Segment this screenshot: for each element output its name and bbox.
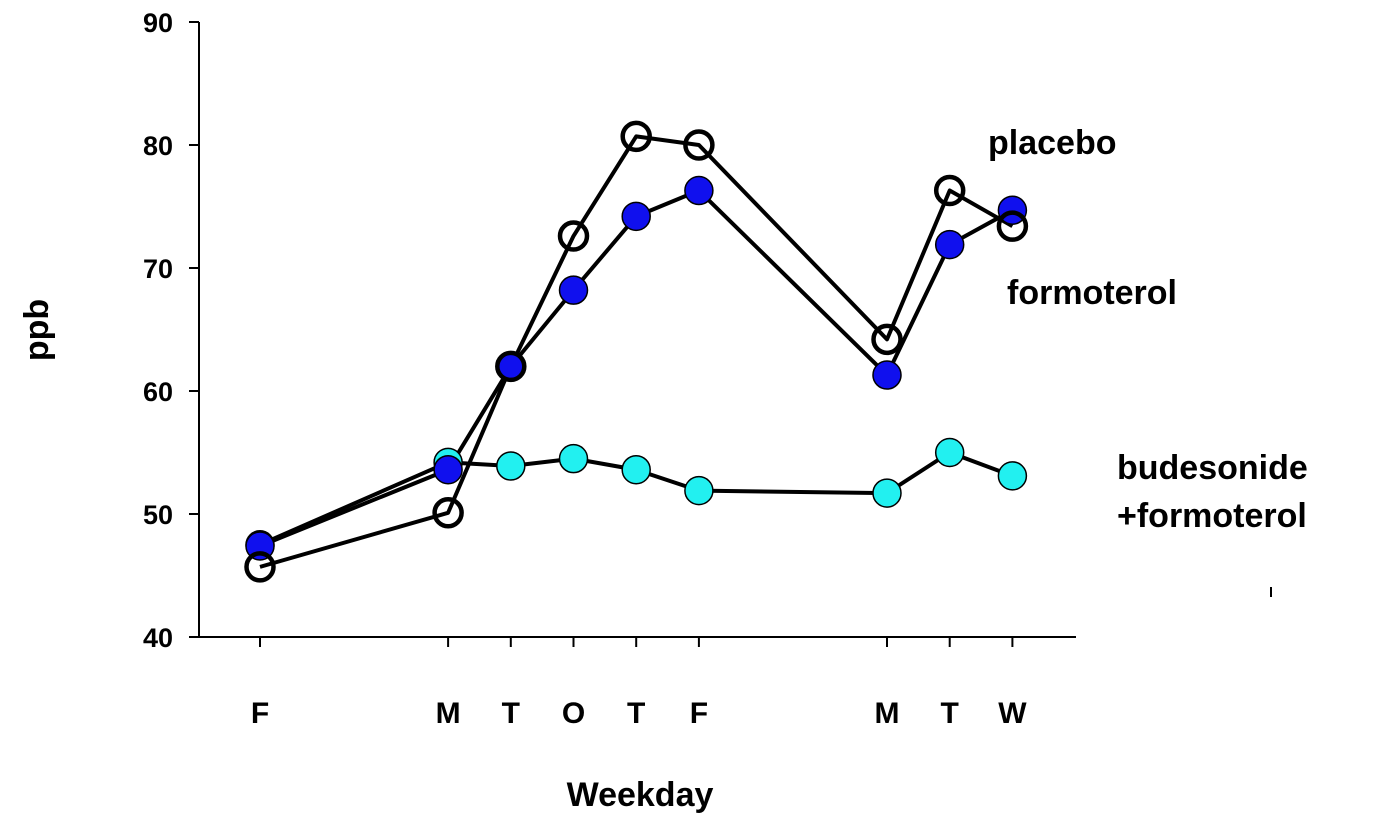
x-axis-title: Weekday	[567, 776, 714, 814]
point-series-2	[997, 461, 1028, 491]
x-tick-label: T	[502, 697, 520, 730]
axes	[198, 22, 1076, 638]
series-lines	[259, 134, 1014, 569]
y-tick-label: 80	[143, 131, 173, 161]
y-tick-label: 50	[143, 500, 173, 530]
y-tick-label: 70	[143, 254, 173, 284]
y-tick-label: 90	[143, 8, 173, 38]
x-tick-label: T	[941, 697, 959, 730]
x-tick-label: F	[251, 697, 269, 730]
series-label-budesonide-formoterol: budesonide +formoterol	[1117, 449, 1317, 535]
point-series-0	[620, 120, 652, 153]
point-series-0	[933, 174, 966, 207]
series-label-placebo: placebo	[988, 124, 1116, 162]
point-series-0	[432, 497, 464, 529]
y-ticks: 40 50 60 70 80 90	[143, 8, 199, 653]
point-series-2	[496, 451, 526, 481]
x-tick-label: M	[436, 697, 461, 730]
y-axis-title: ppb	[18, 299, 56, 361]
point-series-0	[244, 551, 276, 583]
point-series-2	[558, 443, 589, 474]
series-label-line-2: +formoterol	[1117, 497, 1307, 535]
point-series-2	[872, 478, 902, 508]
point-series-0	[996, 210, 1029, 242]
y-tick-label: 60	[143, 377, 173, 407]
point-series-2	[684, 475, 714, 506]
series-markers	[244, 120, 1029, 583]
point-series-0	[557, 220, 590, 252]
point-series-1	[558, 275, 589, 305]
point-series-0	[871, 323, 903, 356]
point-series-1	[621, 201, 651, 232]
x-tick-label: T	[627, 697, 645, 730]
point-series-1	[684, 175, 714, 206]
series-label-line-1: budesonide	[1117, 449, 1308, 487]
x-tick-label: M	[875, 697, 900, 730]
point-series-1	[934, 229, 965, 260]
point-series-1	[433, 454, 463, 485]
point-series-2	[934, 437, 965, 468]
x-tick-label: O	[562, 697, 585, 730]
point-series-2	[621, 454, 651, 485]
x-tick-label: W	[998, 697, 1027, 730]
x-tick-label: F	[690, 697, 708, 730]
point-series-0	[495, 350, 527, 383]
y-tick-label: 40	[143, 623, 173, 653]
point-series-1	[872, 360, 902, 390]
point-series-0	[683, 129, 715, 161]
series-label-formoterol: formoterol	[1007, 274, 1177, 312]
